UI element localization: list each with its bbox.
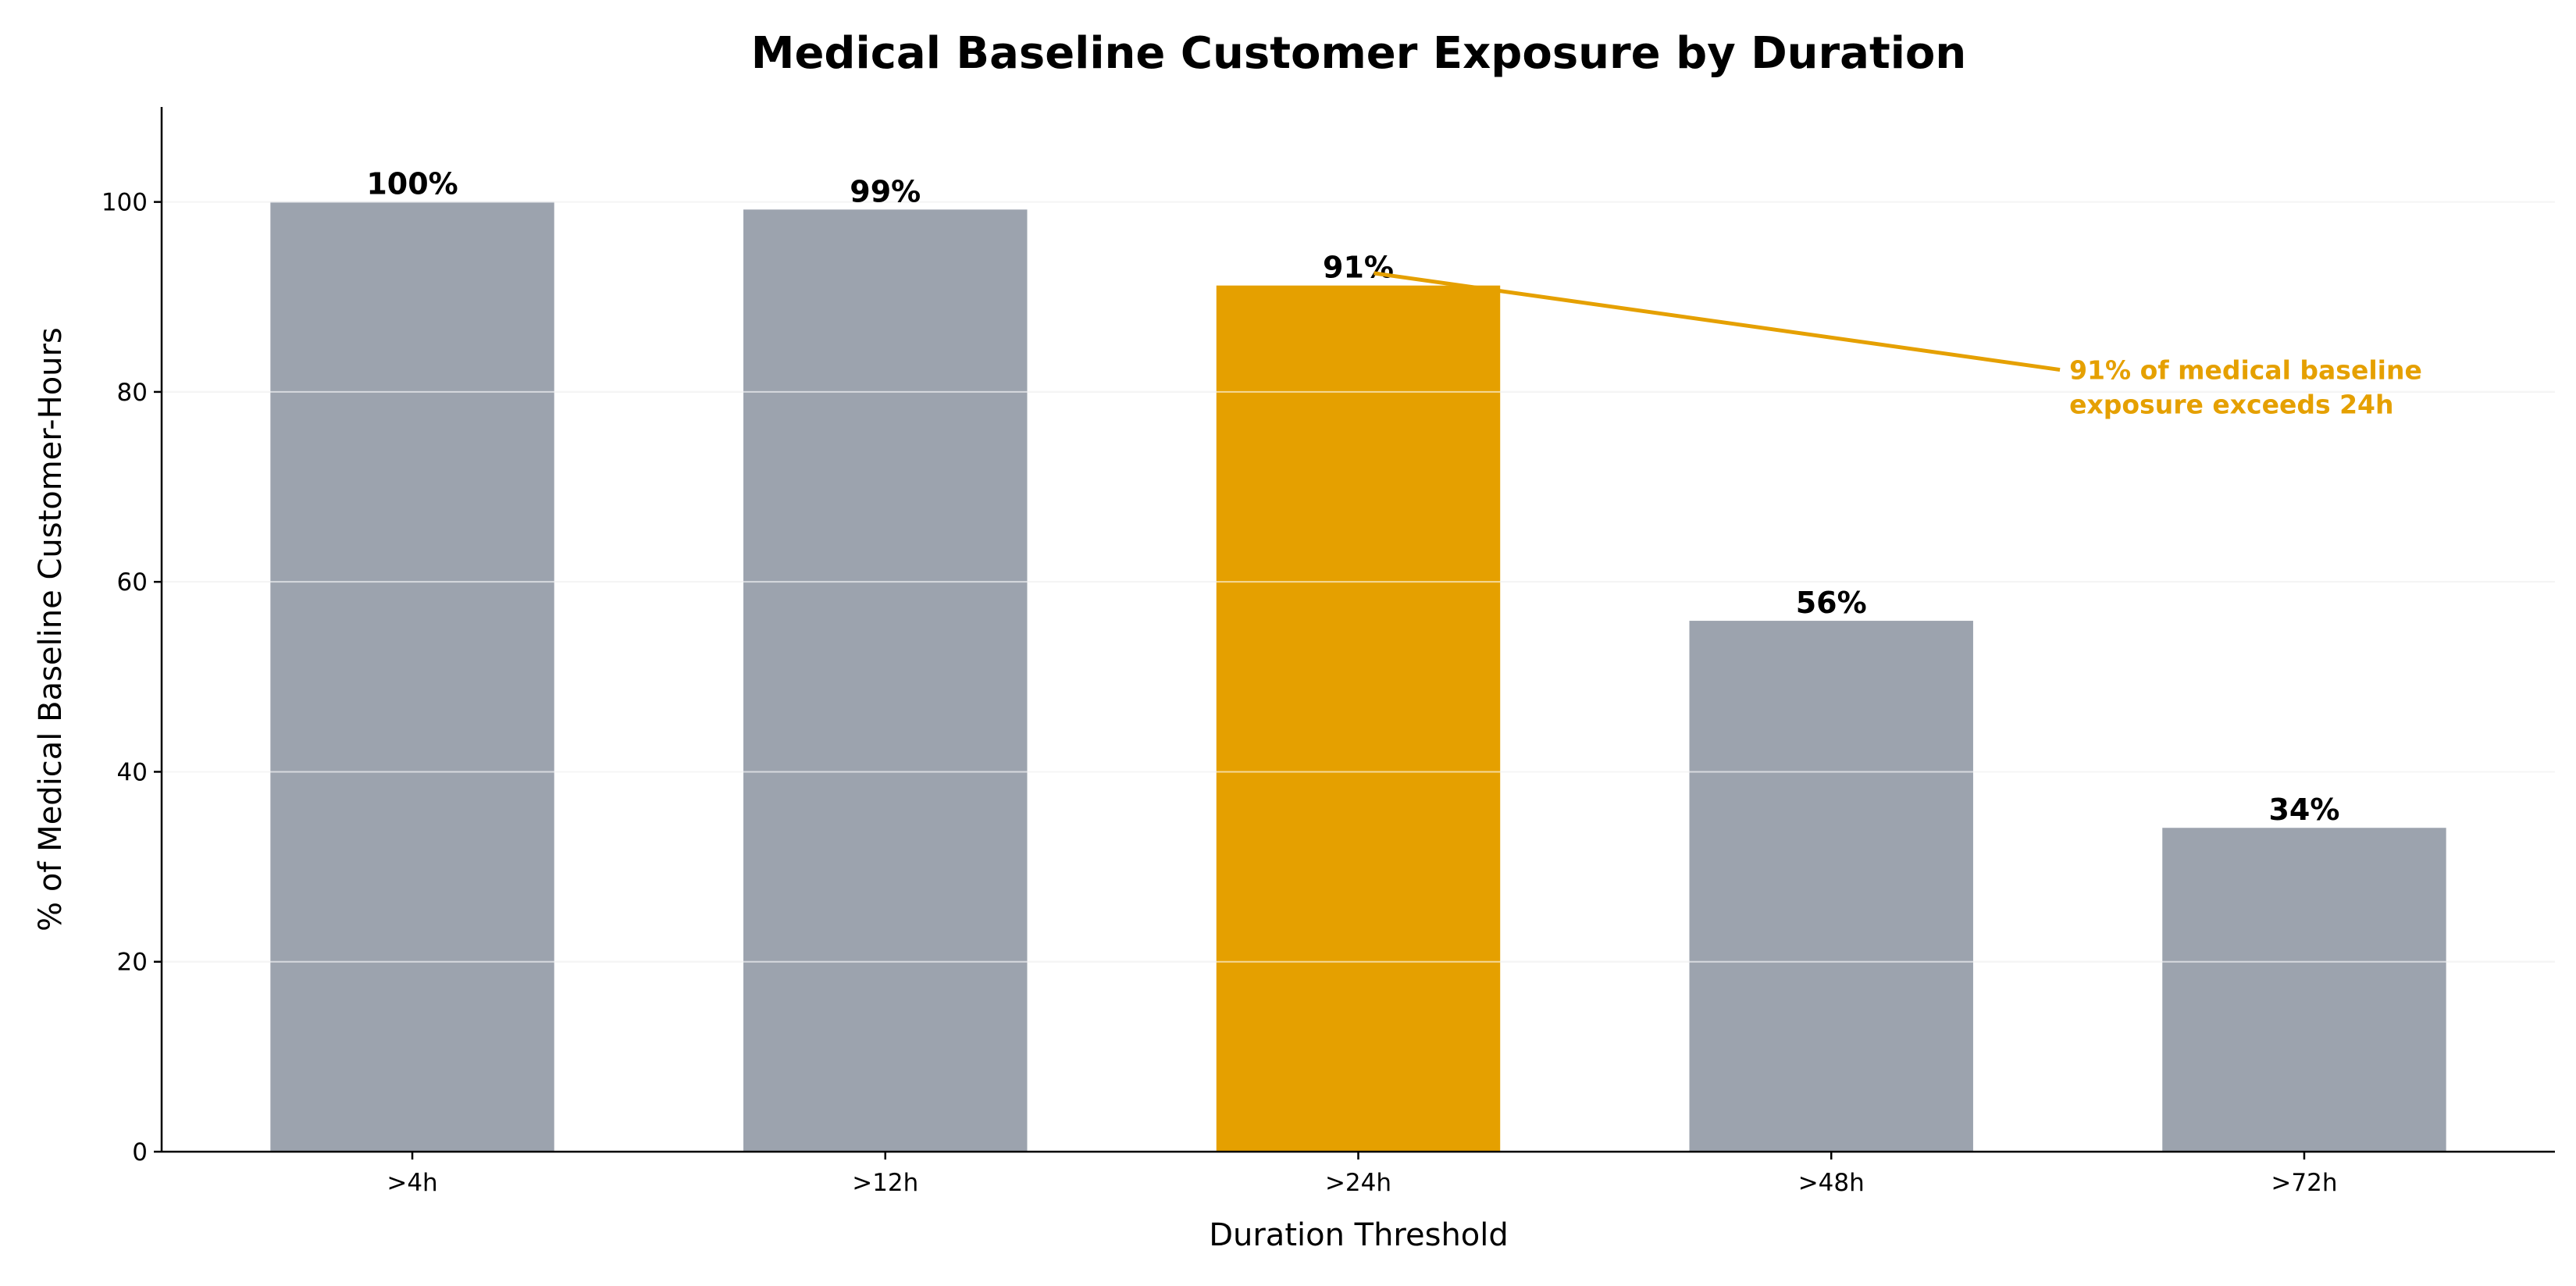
y-tick-label: 40 [117, 758, 148, 786]
annotation-line-2: exposure exceeds 24h [2069, 390, 2393, 420]
chart-title: Medical Baseline Customer Exposure by Du… [751, 28, 1967, 79]
bar [2162, 828, 2446, 1152]
y-tick-label: 80 [117, 379, 148, 407]
bar [1216, 285, 1501, 1152]
bar-value-label: 91% [1323, 251, 1394, 285]
y-tick-label: 100 [102, 189, 148, 217]
bar-data-labels: 100% 99% 91% 56% 34% [366, 167, 2339, 828]
bar-value-label: 56% [1796, 586, 1867, 620]
x-ticks: >4h >12h >24h >48h >72h [387, 1152, 2338, 1197]
bar-value-label: 99% [850, 174, 921, 208]
y-tick-label: 0 [132, 1138, 148, 1167]
x-tick-label: >12h [852, 1169, 918, 1197]
x-tick-label: >24h [1325, 1169, 1391, 1197]
bar-value-label: 100% [366, 167, 458, 201]
annotation-arrow [1374, 271, 2061, 372]
bar [743, 209, 1028, 1152]
x-tick-label: >72h [2271, 1169, 2337, 1197]
annotation-line-1: 91% of medical baseline [2069, 355, 2422, 386]
y-tick-label: 60 [117, 568, 148, 597]
bar-value-label: 34% [2268, 793, 2339, 827]
y-ticks: 0 20 40 60 80 100 [102, 189, 162, 1167]
bars [162, 201, 2555, 1152]
x-tick-label: >48h [1798, 1169, 1865, 1197]
annotation: 91% of medical baseline exposure exceeds… [1374, 271, 2422, 420]
bar [1689, 621, 1973, 1152]
y-tick-label: 20 [117, 949, 148, 977]
x-axis-label: Duration Threshold [1209, 1217, 1509, 1253]
x-tick-label: >4h [387, 1169, 437, 1197]
y-axis-label: % of Medical Baseline Customer-Hours [33, 327, 69, 932]
bar [270, 201, 554, 1152]
